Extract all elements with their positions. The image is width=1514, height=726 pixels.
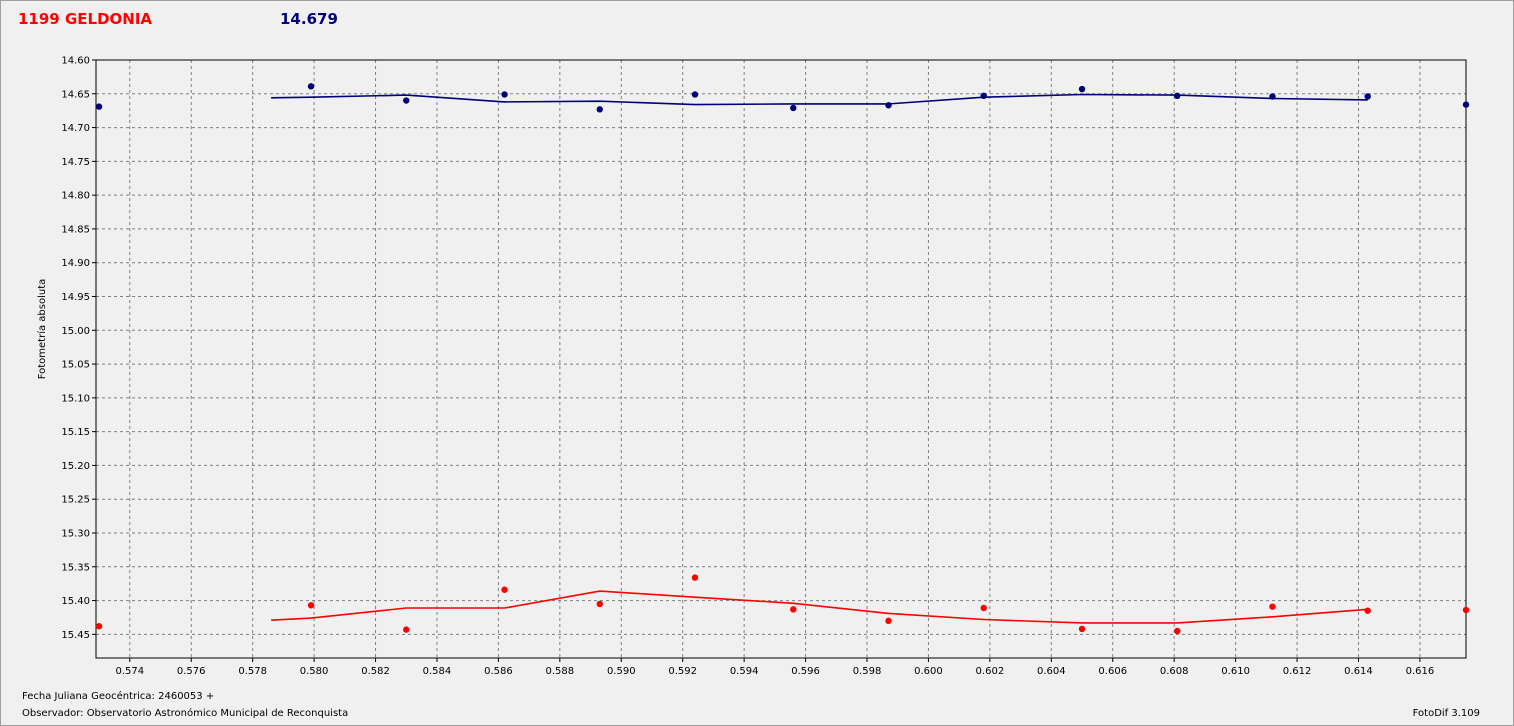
x-tick-label: 0.614	[1344, 666, 1373, 677]
x-tick-label: 0.586	[484, 666, 513, 677]
series-2-point	[1364, 607, 1371, 614]
series-2-point	[691, 574, 699, 581]
object-name-title: 1199 GELDONIA	[18, 10, 153, 28]
x-tick-label: 0.576	[177, 666, 206, 677]
y-tick-label: 15.05	[61, 360, 90, 371]
series-1-point	[980, 92, 987, 100]
series-1-point	[1269, 93, 1276, 100]
x-tick-label: 0.598	[853, 666, 882, 677]
series-2-point	[980, 604, 987, 612]
series-1-point	[790, 104, 797, 112]
series-2-point	[1174, 627, 1181, 635]
y-tick-label: 15.10	[61, 393, 90, 404]
x-tick-label: 0.588	[546, 666, 575, 677]
series-1-point	[596, 106, 603, 113]
y-tick-label: 14.80	[61, 191, 90, 202]
series-2-point	[1078, 625, 1086, 633]
y-tick-label: 15.25	[61, 495, 90, 506]
y-tick-label: 14.95	[61, 292, 90, 303]
observer-label: Observador: Observatorio Astronómico Mun…	[22, 708, 349, 719]
x-tick-label: 0.604	[1037, 666, 1066, 677]
x-tick-label: 0.590	[607, 666, 636, 677]
series-1-point	[1364, 93, 1371, 100]
series-1-point	[1174, 92, 1181, 100]
plot-border	[95, 59, 1467, 659]
y-tick-label: 15.30	[61, 528, 90, 539]
series-2-point	[95, 623, 103, 630]
series-1-point	[95, 103, 103, 110]
julian-date-label: Fecha Juliana Geocéntrica: 2460053 +	[22, 691, 215, 702]
y-tick-label: 15.40	[61, 596, 90, 607]
x-tick-label: 0.602	[976, 666, 1005, 677]
series-2-point	[1269, 603, 1276, 610]
y-tick-label: 14.90	[61, 258, 90, 269]
plot-area	[96, 60, 1466, 658]
x-tick-label: 0.582	[361, 666, 390, 677]
series-2-point	[403, 626, 410, 633]
y-tick-label: 14.65	[61, 89, 90, 100]
x-tick-label: 0.592	[668, 666, 697, 677]
x-tick-label: 0.616	[1406, 666, 1435, 677]
series-1-point	[1462, 101, 1470, 108]
x-tick-label: 0.574	[115, 666, 144, 677]
series-1-point	[1078, 85, 1086, 93]
x-tick-label: 0.578	[238, 666, 267, 677]
series-2-point	[1462, 606, 1470, 614]
series-1-point	[501, 91, 508, 98]
y-tick-label: 15.20	[61, 461, 90, 472]
y-tick-label: 15.15	[61, 427, 90, 438]
x-tick-label: 0.608	[1160, 666, 1189, 677]
magnitude-value: 14.679	[280, 10, 338, 28]
x-tick-label: 0.594	[730, 666, 759, 677]
series-1-point	[307, 83, 315, 90]
software-version: FotoDif 3.109	[1412, 708, 1480, 719]
series-2-point	[790, 606, 797, 613]
y-axis-label: Fotometría absoluta	[36, 279, 48, 380]
y-tick-label: 14.70	[61, 123, 90, 134]
y-tick-label: 14.75	[61, 157, 90, 168]
series-2-point	[596, 600, 603, 608]
y-tick-label: 15.45	[61, 630, 90, 641]
x-tick-label: 0.580	[300, 666, 329, 677]
series-2-point	[307, 602, 315, 609]
y-tick-label: 15.35	[61, 562, 90, 573]
series-2-fit-line	[271, 590, 1368, 624]
series-1-point	[691, 91, 699, 98]
series-2-point	[501, 586, 508, 593]
y-tick-label: 14.60	[61, 56, 90, 67]
x-tick-label: 0.600	[914, 666, 943, 677]
x-tick-label: 0.584	[423, 666, 452, 677]
y-tick-label: 14.85	[61, 224, 90, 235]
x-tick-label: 0.610	[1221, 666, 1250, 677]
series-1-point	[403, 97, 410, 104]
x-tick-label: 0.596	[791, 666, 820, 677]
y-tick-label: 15.00	[61, 326, 90, 337]
x-tick-label: 0.612	[1283, 666, 1312, 677]
series-1-point	[885, 102, 892, 109]
x-tick-label: 0.606	[1098, 666, 1127, 677]
series-2-point	[885, 617, 892, 625]
